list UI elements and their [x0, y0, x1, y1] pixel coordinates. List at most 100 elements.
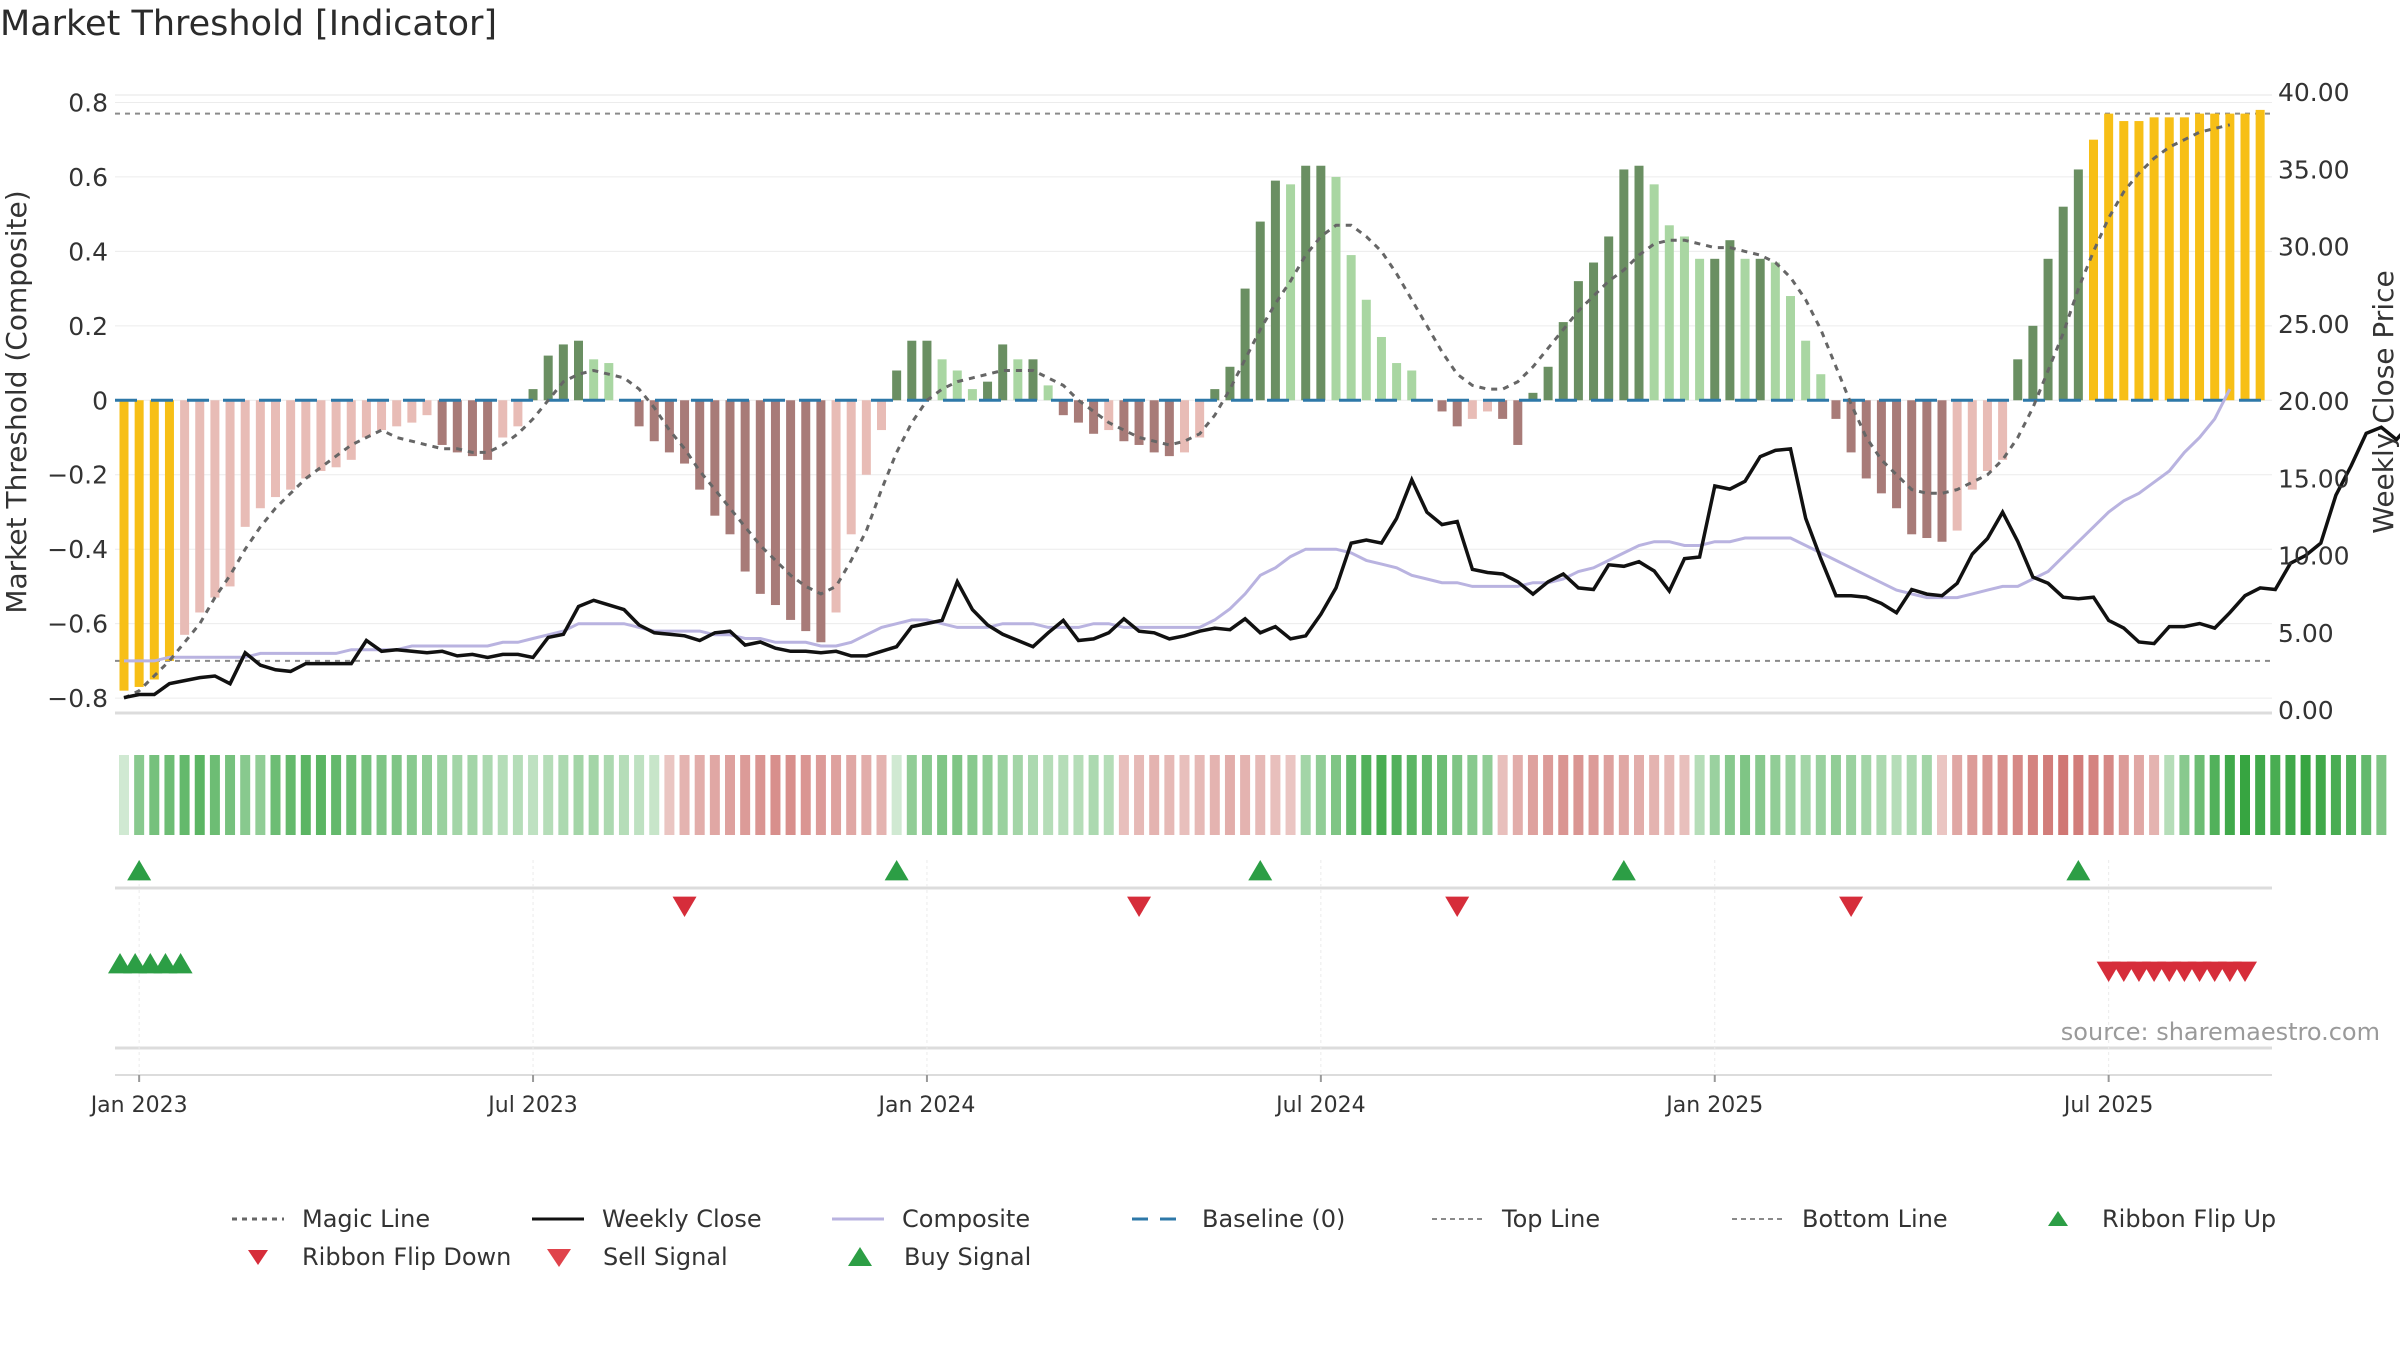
ribbon-cell	[2194, 755, 2205, 835]
threshold-bar	[574, 340, 583, 401]
ribbon-cell	[1391, 755, 1402, 835]
ribbon-cell	[1679, 755, 1690, 835]
ribbon-cell	[1134, 755, 1145, 835]
x-tick-label: Jul 2023	[486, 1093, 578, 1118]
ribbon-cell	[2361, 755, 2372, 835]
legend-item-buy: Buy Signal	[832, 1243, 1133, 1271]
threshold-bar	[1922, 400, 1932, 539]
sell-swatch-icon	[547, 1249, 571, 1267]
ribbon-cell	[2058, 755, 2069, 835]
threshold-bar	[346, 400, 356, 460]
ribbon-cell	[1437, 755, 1448, 835]
threshold-bar	[2089, 139, 2098, 401]
ribbon-cell	[2209, 755, 2220, 835]
ribbon-cell	[1452, 755, 1463, 835]
legend-row: Ribbon Flip Down Sell Signal Buy Signal	[230, 1238, 2330, 1276]
threshold-bar	[1755, 258, 1765, 401]
threshold-bar	[725, 400, 735, 535]
threshold-bar	[422, 400, 432, 416]
ribbon-cell	[1300, 755, 1311, 835]
threshold-bar	[1816, 374, 1826, 401]
ribbon-cell	[1028, 755, 1038, 835]
threshold-bar	[1407, 370, 1417, 401]
ribbon-flip-up	[138, 953, 163, 974]
ribbon-cell	[1724, 755, 1735, 835]
threshold-bar	[1149, 400, 1159, 453]
ribbon-cell	[1361, 755, 1372, 835]
ribbon-cell	[1255, 755, 1266, 835]
threshold-bar	[831, 400, 841, 613]
ribbon-cell	[1573, 755, 1584, 835]
ribbon-cell	[2346, 755, 2357, 835]
magic-swatch-icon	[232, 1217, 284, 1221]
legend-item-baseline: Baseline (0)	[1130, 1205, 1430, 1233]
ribbon-cell	[1043, 755, 1054, 835]
threshold-bar	[740, 400, 750, 572]
ribbon-cell	[452, 755, 463, 835]
ribbon-cell	[2376, 755, 2387, 835]
threshold-bar	[2043, 258, 2053, 401]
ribbon-cell	[2088, 755, 2099, 835]
threshold-bar	[1452, 400, 1462, 427]
threshold-bar	[513, 400, 523, 427]
ribbon-cell	[1967, 755, 1978, 835]
ribbon-cell	[391, 755, 402, 835]
magic-line	[123, 123, 2231, 700]
ribbon-cell	[543, 755, 554, 835]
threshold-bar	[331, 400, 341, 468]
ribbon-cell	[149, 755, 160, 835]
ribbon-cell	[1649, 755, 1660, 835]
threshold-bar	[1998, 400, 2008, 460]
ribbon-cell	[588, 755, 599, 835]
left-axis-label: Market Threshold (Composite)	[0, 190, 33, 613]
weekly-close-line	[123, 425, 2400, 700]
threshold-bar	[1483, 400, 1492, 412]
y-right-tick-label: 20.00	[2278, 387, 2350, 416]
sell-signal	[1445, 896, 1470, 917]
ribbon-cell	[2133, 755, 2144, 835]
threshold-bar	[1604, 236, 1614, 401]
threshold-bar	[1528, 392, 1538, 401]
buy-signal	[1611, 860, 1636, 881]
threshold-bar	[2225, 113, 2235, 401]
ribbon-cell	[1346, 755, 1357, 835]
threshold-bar	[195, 400, 205, 613]
legend-label: Composite	[902, 1205, 1031, 1233]
threshold-bar	[134, 400, 144, 687]
threshold-bar	[1225, 366, 1235, 401]
threshold-bar	[286, 400, 296, 490]
ribbon-cell	[225, 755, 236, 835]
top-swatch-icon	[1432, 1218, 1484, 1220]
y-right-tick-label: 5.00	[2278, 619, 2334, 648]
threshold-bar	[1331, 176, 1341, 401]
ribbon-cell	[209, 755, 220, 835]
buy-signal	[884, 860, 909, 881]
ribbon-cell	[1285, 755, 1296, 835]
threshold-bar	[149, 400, 159, 680]
threshold-bar	[1376, 336, 1386, 401]
left-axis-ticks: −0.8 −0.6 −0.4 −0.2 0 0.2 0.4 0.6 0.8	[47, 88, 108, 713]
threshold-bar	[589, 359, 599, 401]
threshold-bar	[1695, 258, 1705, 401]
ribbon-cell	[906, 755, 917, 835]
threshold-bar	[2210, 113, 2220, 401]
ribbon-flip-down	[2126, 961, 2151, 982]
ribbon-cell	[921, 755, 932, 835]
threshold-bar	[1437, 400, 1447, 412]
ribbon-cell	[1270, 755, 1281, 835]
ribbon-cell	[997, 755, 1008, 835]
ribbon-cell	[1103, 755, 1114, 835]
ribbon-cell	[1194, 755, 1205, 835]
threshold-bar	[2149, 117, 2159, 401]
ribbon-cell	[1118, 755, 1129, 835]
threshold-bar	[2073, 169, 2083, 401]
threshold-bar	[801, 400, 811, 632]
ribbon-flip-up	[123, 953, 148, 974]
threshold-bar	[846, 400, 856, 535]
threshold-bar	[316, 400, 326, 472]
threshold-bar	[816, 400, 826, 643]
legend-label: Weekly Close	[602, 1205, 762, 1233]
threshold-bar	[1195, 400, 1205, 438]
x-tick-label: Jul 2024	[1274, 1093, 1366, 1118]
threshold-bar	[2195, 113, 2205, 401]
